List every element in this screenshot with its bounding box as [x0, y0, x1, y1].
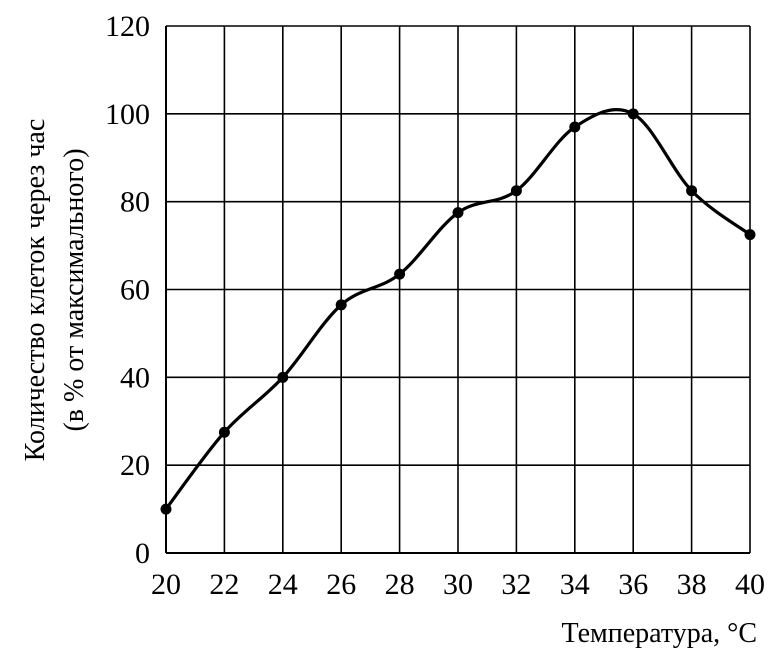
- x-tick-label-32: 32: [501, 568, 531, 601]
- data-point-38: [686, 185, 698, 197]
- x-tick-label-26: 26: [326, 568, 356, 601]
- data-points: [160, 108, 756, 515]
- y-axis-title: Количество клеток через час (в % от макс…: [20, 119, 90, 462]
- x-tick-label-22: 22: [209, 568, 239, 601]
- data-point-28: [394, 268, 406, 280]
- grid: [165, 25, 751, 554]
- x-axis-title: Температура, °C: [562, 618, 757, 649]
- data-point-22: [218, 426, 230, 438]
- data-point-34: [569, 121, 581, 133]
- data-point-36: [627, 108, 639, 120]
- data-point-30: [452, 207, 464, 219]
- x-tick-label-28: 28: [385, 568, 415, 601]
- y-tick-label-80: 80: [120, 186, 150, 219]
- y-axis-title-line-2: (в % от максимального): [59, 148, 90, 431]
- y-tick-label-20: 20: [120, 449, 150, 482]
- x-tick-label-40: 40: [735, 568, 765, 601]
- y-tick-label-100: 100: [105, 98, 150, 131]
- x-tick-label-20: 20: [151, 568, 181, 601]
- y-tick-label-60: 60: [120, 274, 150, 307]
- data-point-40: [744, 229, 756, 241]
- x-tick-label-30: 30: [443, 568, 473, 601]
- x-tick-label-34: 34: [560, 568, 590, 601]
- x-tick-label-24: 24: [268, 568, 298, 601]
- y-tick-labels: 0 20 40 60 80 100 120: [105, 10, 150, 570]
- x-tick-label-36: 36: [618, 568, 648, 601]
- x-tick-label-38: 38: [677, 568, 707, 601]
- y-tick-label-0: 0: [135, 537, 150, 570]
- x-tick-labels: 20 22 24 26 28 30 32 34 36 38 40: [151, 568, 765, 601]
- y-axis-title-line-1: Количество клеток через час: [20, 119, 51, 462]
- data-point-26: [335, 299, 347, 311]
- data-point-20: [160, 503, 172, 515]
- data-point-32: [510, 185, 522, 197]
- y-tick-label-40: 40: [120, 361, 150, 394]
- data-point-24: [277, 371, 289, 383]
- y-tick-label-120: 120: [105, 10, 150, 43]
